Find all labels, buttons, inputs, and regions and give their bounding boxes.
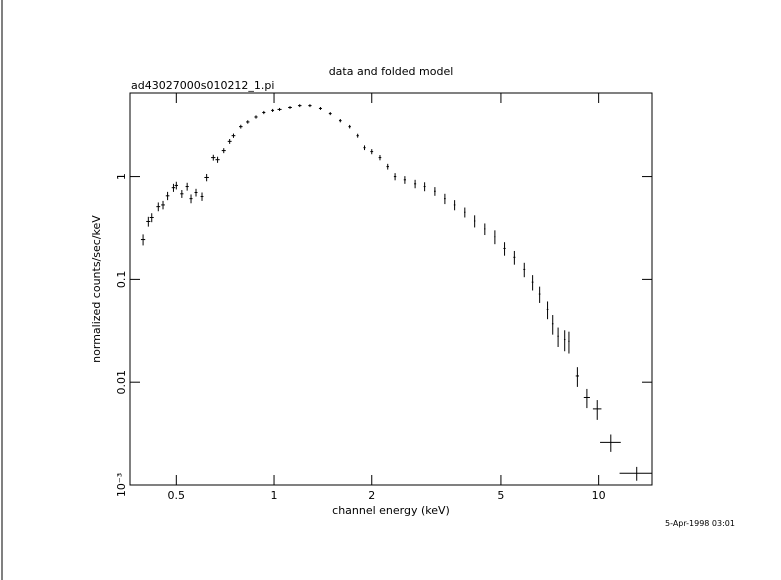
- y-tick-label: 0.01: [115, 370, 128, 395]
- plot-frame: [129, 92, 653, 486]
- x-tick-label: 5: [497, 489, 504, 502]
- y-axis-label: normalized counts/sec/keV: [90, 215, 103, 363]
- x-tick-label: 2: [368, 489, 375, 502]
- x-tick-label: 10: [592, 489, 606, 502]
- timestamp: 5-Apr-1998 03:01: [665, 519, 735, 528]
- chart-subtitle: ad43027000s010212_1.pi: [131, 79, 274, 92]
- chart-title: data and folded model: [329, 65, 454, 78]
- x-tick-label: 0.5: [168, 489, 186, 502]
- y-tick-label: 0.1: [115, 271, 128, 289]
- y-tick-label: 1: [115, 173, 128, 180]
- x-axis-label: channel energy (keV): [332, 504, 450, 517]
- y-tick-label: 10⁻³: [115, 473, 128, 497]
- x-tick-label: 1: [271, 489, 278, 502]
